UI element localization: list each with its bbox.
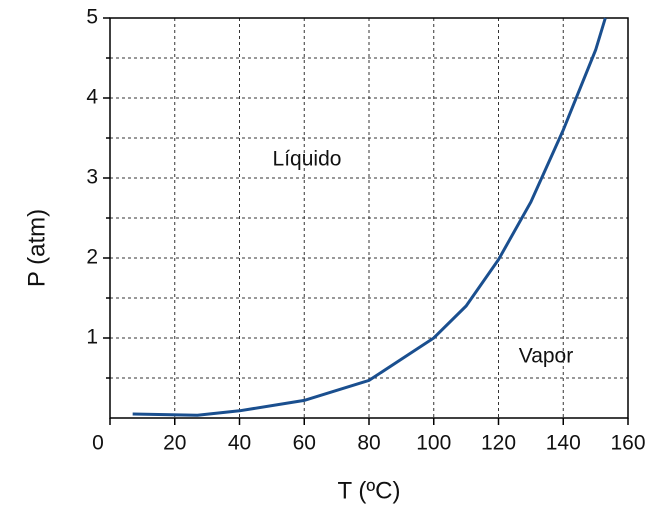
x-tick-label: 0 <box>92 432 104 455</box>
y-tick-label: 2 <box>86 246 98 269</box>
x-tick-label: 20 <box>163 432 186 455</box>
x-tick-label: 60 <box>293 432 316 455</box>
annotation: Líquido <box>273 148 342 171</box>
x-tick-label: 140 <box>546 432 581 455</box>
y-tick-label: 5 <box>86 6 98 29</box>
line <box>132 17 607 417</box>
x-tick-label: 100 <box>416 432 451 455</box>
x-tick-label: 120 <box>481 432 516 455</box>
y-tick-label: 4 <box>86 86 98 109</box>
x-tick-label: 40 <box>228 432 251 455</box>
x-axis-label: T (ºC) <box>338 477 401 504</box>
x-tick-label: 80 <box>357 432 380 455</box>
y-tick-label: 3 <box>86 166 98 189</box>
y-tick-label: 1 <box>86 326 98 349</box>
y-axis-label: P (atm) <box>23 209 50 287</box>
annotation: Vapor <box>519 345 573 368</box>
x-tick-label: 160 <box>610 432 645 455</box>
